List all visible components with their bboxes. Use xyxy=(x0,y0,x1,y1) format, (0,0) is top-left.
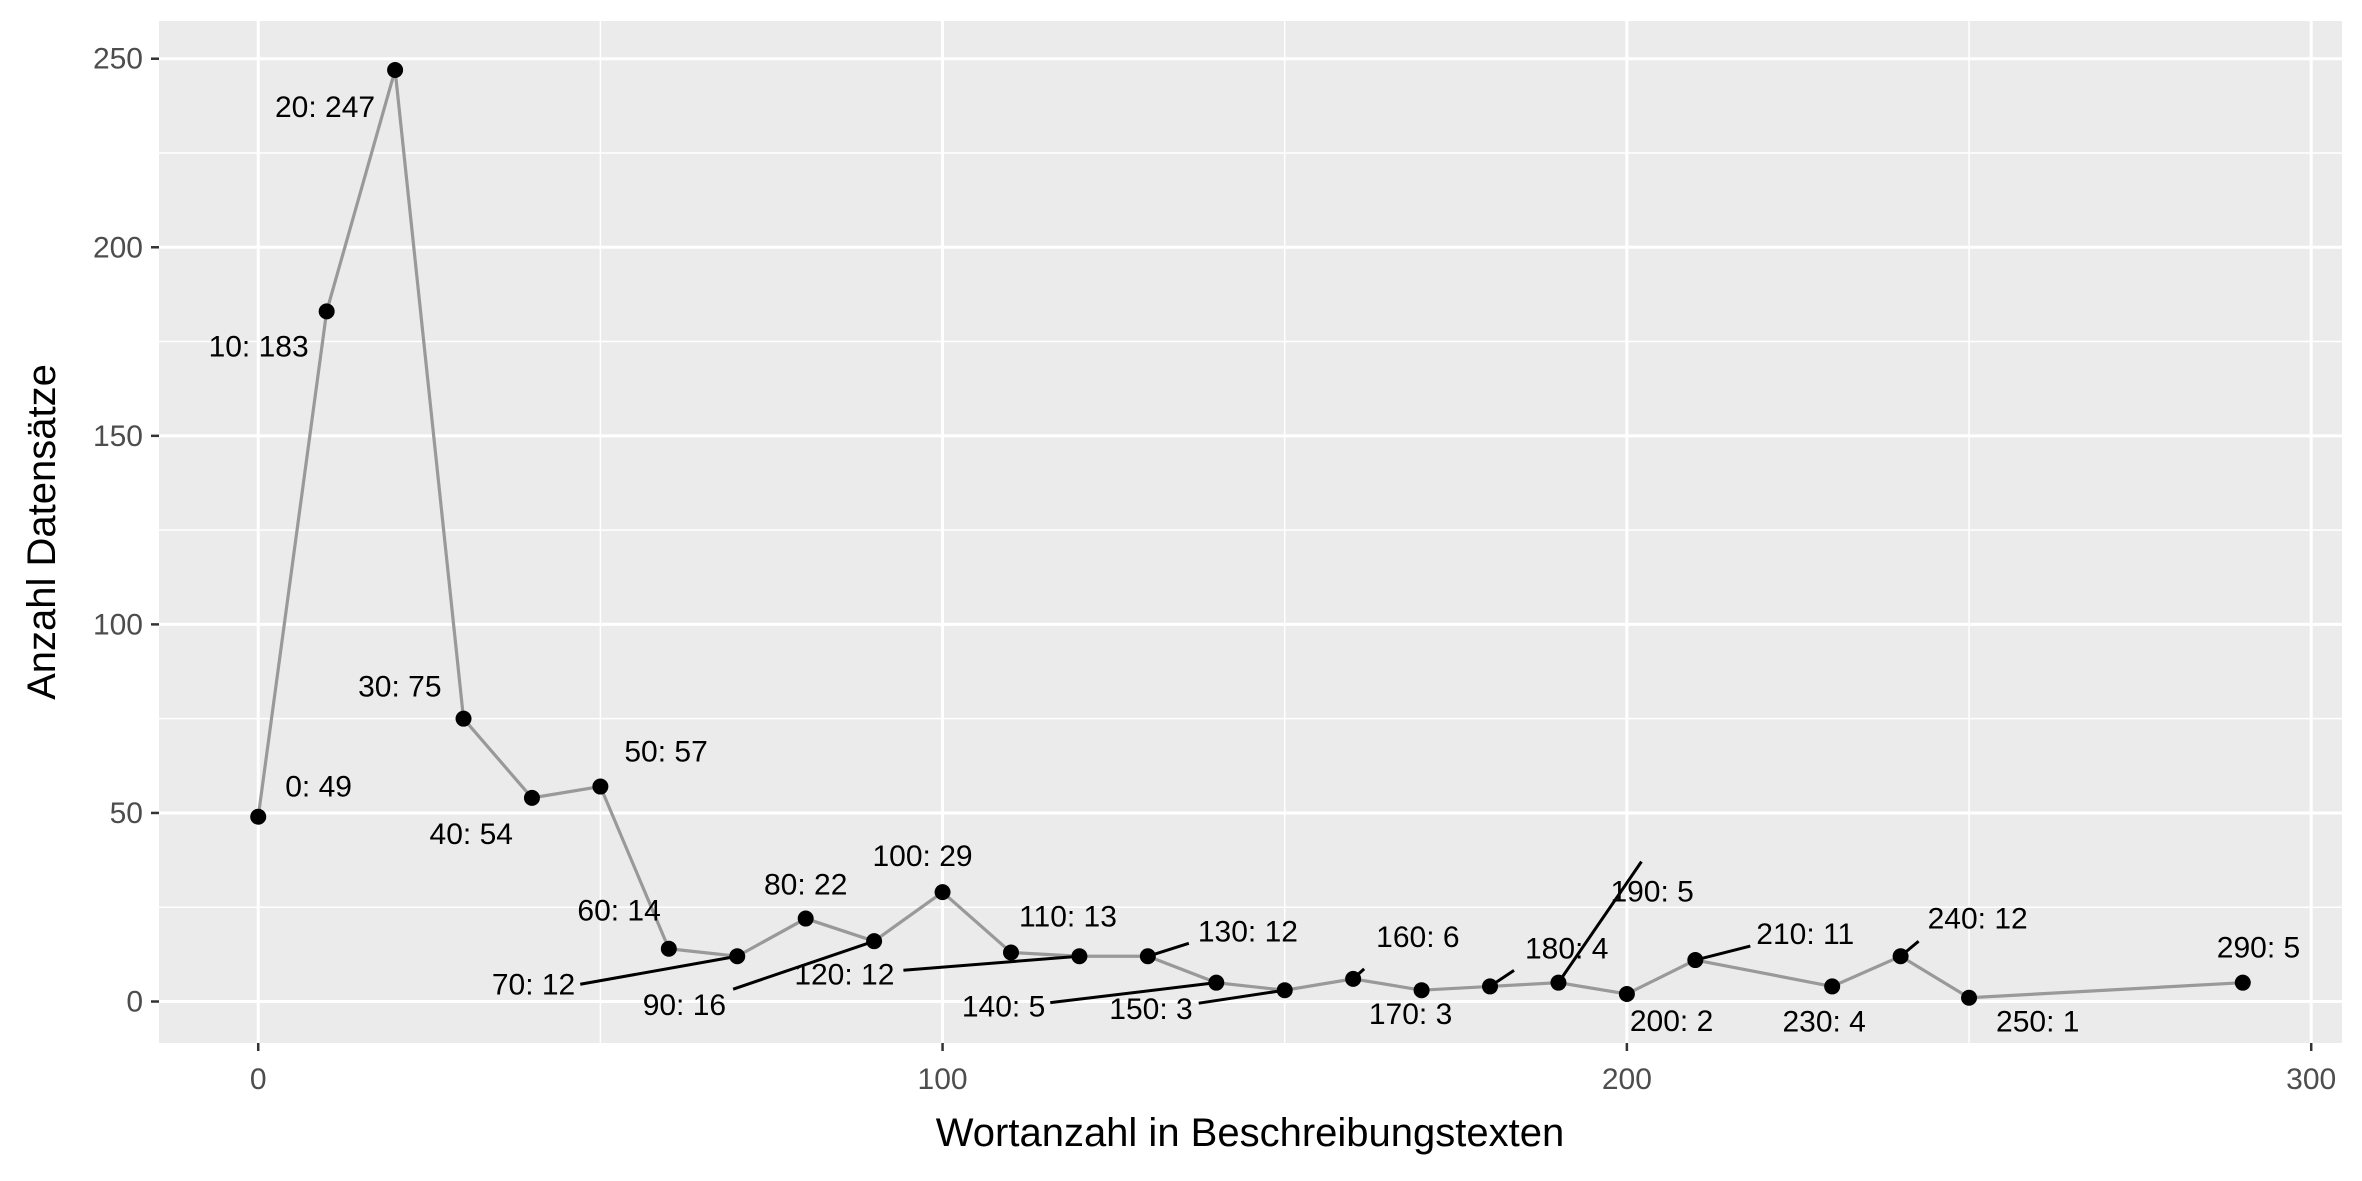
data-label: 30: 75 xyxy=(358,671,441,704)
label-leader-line xyxy=(579,954,738,986)
data-label: 230: 4 xyxy=(1782,1005,1865,1038)
data-point xyxy=(1139,948,1156,965)
data-point xyxy=(523,789,540,806)
minor-gridlines xyxy=(159,21,2342,1043)
data-label: 290: 5 xyxy=(2217,932,2300,965)
data-label: 170: 3 xyxy=(1369,998,1452,1031)
data-point xyxy=(1892,948,1909,965)
y-tick-label: 0 xyxy=(126,986,143,1019)
data-label: 20: 247 xyxy=(275,91,375,124)
data-point xyxy=(1687,952,1704,969)
data-point xyxy=(1961,989,1978,1006)
data-point xyxy=(2234,974,2251,991)
data-label: 130: 12 xyxy=(1198,915,1298,948)
data-point xyxy=(1550,974,1567,991)
data-point xyxy=(1482,978,1499,995)
label-leader-lines xyxy=(579,860,1920,1005)
data-label: 60: 14 xyxy=(577,895,660,928)
label-leader-line xyxy=(1198,988,1285,1005)
data-label: 140: 5 xyxy=(962,991,1045,1024)
x-axis-title: Wortanzahl in Beschreibungstexten xyxy=(936,1111,1565,1155)
data-label: 0: 49 xyxy=(285,771,352,804)
x-tick-label: 0 xyxy=(250,1063,267,1096)
data-label: 100: 29 xyxy=(873,840,973,873)
plot-panel xyxy=(159,21,2342,1043)
data-label: 40: 54 xyxy=(430,818,513,851)
data-label: 250: 1 xyxy=(1996,1006,2079,1039)
x-tick-label: 100 xyxy=(918,1063,968,1096)
label-leader-line xyxy=(1557,860,1643,984)
data-point xyxy=(1345,970,1362,987)
data-point xyxy=(1002,944,1019,961)
x-tick-label: 200 xyxy=(1602,1063,1652,1096)
data-point xyxy=(660,940,677,957)
data-point xyxy=(1208,974,1225,991)
y-tick-label: 150 xyxy=(93,420,143,453)
data-label: 210: 11 xyxy=(1756,918,1854,951)
data-point xyxy=(934,884,951,901)
data-label: 240: 12 xyxy=(1928,902,2028,935)
data-point xyxy=(1413,982,1430,999)
data-points xyxy=(250,62,2251,1006)
axis-ticks: 0 100 200 300 0 50 100 150 200 250 xyxy=(93,43,2336,1096)
data-point xyxy=(387,62,404,79)
data-point xyxy=(455,710,472,727)
data-label: 110: 13 xyxy=(1019,900,1117,933)
label-leader-line xyxy=(1694,944,1751,962)
data-labels: 0: 49 10: 183 20: 247 30: 75 40: 54 50: 57 60:… xyxy=(209,91,2301,1039)
data-label: 190: 5 xyxy=(1610,876,1693,909)
data-point xyxy=(1071,948,1088,965)
data-point xyxy=(318,303,335,320)
y-axis-title: Anzahl Datensätze xyxy=(20,364,64,700)
data-label: 80: 22 xyxy=(764,869,847,902)
data-label: 50: 57 xyxy=(624,736,707,769)
data-label: 120: 12 xyxy=(794,958,894,991)
data-label: 180: 4 xyxy=(1525,932,1608,965)
data-point xyxy=(250,808,267,825)
data-point xyxy=(1618,985,1635,1002)
data-point xyxy=(592,778,609,795)
label-leader-line xyxy=(903,954,1080,972)
data-point xyxy=(729,948,746,965)
data-label: 70: 12 xyxy=(492,968,575,1001)
y-tick-label: 50 xyxy=(110,797,143,830)
data-label: 160: 6 xyxy=(1376,921,1459,954)
data-label: 10: 183 xyxy=(209,330,309,363)
y-tick-label: 200 xyxy=(93,231,143,264)
data-label: 200: 2 xyxy=(1630,1005,1713,1038)
label-leader-line xyxy=(732,939,875,991)
series-line xyxy=(256,69,2243,1000)
x-tick-label: 300 xyxy=(2286,1063,2336,1096)
data-label: 90: 16 xyxy=(643,989,726,1022)
y-tick-label: 250 xyxy=(93,43,143,76)
data-point xyxy=(1824,978,1841,995)
data-point xyxy=(797,910,814,927)
label-leader-line xyxy=(1050,981,1217,1005)
data-point xyxy=(866,933,883,950)
y-tick-label: 100 xyxy=(93,608,143,641)
data-label: 150: 3 xyxy=(1109,993,1192,1026)
major-gridlines xyxy=(159,21,2342,1043)
series-line-group xyxy=(256,69,2243,1000)
data-point xyxy=(1276,982,1293,999)
